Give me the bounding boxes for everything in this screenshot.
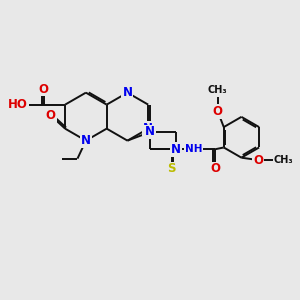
Text: N: N <box>122 86 132 99</box>
Text: NH: NH <box>185 144 202 154</box>
Text: S: S <box>168 163 176 176</box>
Text: O: O <box>253 154 263 166</box>
Text: HO: HO <box>8 98 28 111</box>
Text: N: N <box>145 125 155 139</box>
Text: N: N <box>171 143 181 156</box>
Text: O: O <box>46 109 56 122</box>
Text: CH₃: CH₃ <box>208 85 228 95</box>
Text: CH₃: CH₃ <box>274 155 293 165</box>
Text: O: O <box>213 105 223 118</box>
Text: N: N <box>143 122 153 135</box>
Text: O: O <box>210 163 220 176</box>
Text: O: O <box>38 82 49 95</box>
Text: N: N <box>81 134 91 147</box>
